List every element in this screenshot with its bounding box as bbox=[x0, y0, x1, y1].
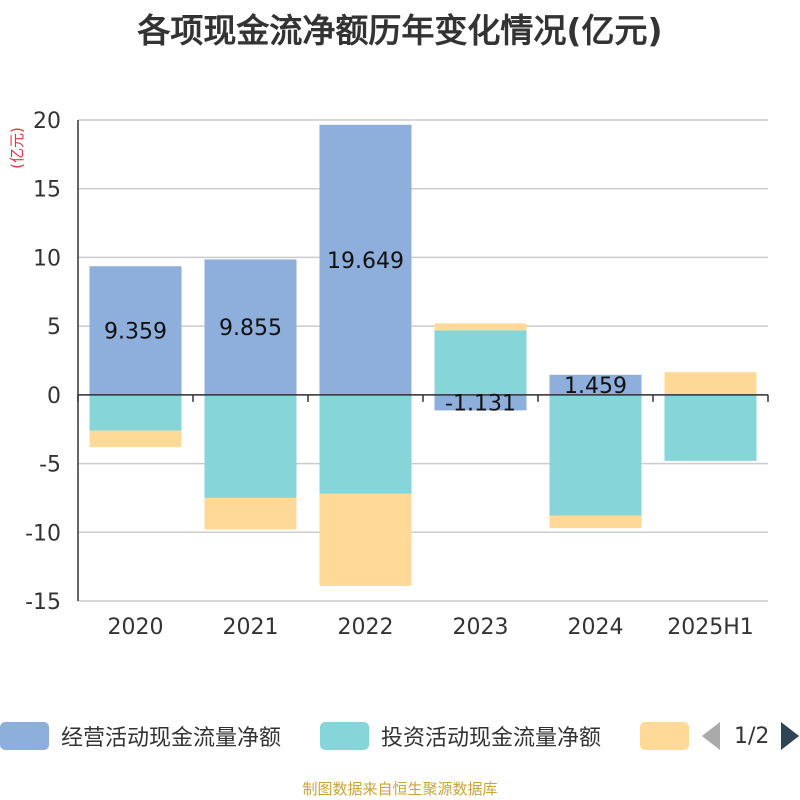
legend-pager: 1/2 bbox=[702, 716, 800, 756]
data-label: 9.359 bbox=[104, 320, 167, 345]
bar-financing bbox=[434, 323, 527, 331]
data-label: 1.459 bbox=[564, 374, 627, 399]
bar-financing bbox=[89, 430, 182, 448]
bar-operating bbox=[319, 124, 412, 395]
x-tick-label: 2023 bbox=[453, 615, 509, 640]
data-label: 9.855 bbox=[219, 316, 282, 341]
legend: 经营活动现金流量净额 投资活动现金流量净额 1/2 bbox=[0, 716, 800, 756]
bar-investing bbox=[89, 394, 182, 431]
bar-investing bbox=[204, 394, 297, 498]
data-label: -1.131 bbox=[445, 392, 516, 417]
bar-financing bbox=[549, 515, 642, 529]
y-tick-label: 0 bbox=[47, 384, 61, 409]
bar-financing bbox=[664, 372, 757, 395]
data-source-note: 制图数据来自恒生聚源数据库 bbox=[302, 780, 498, 798]
x-tick-label: 2021 bbox=[223, 615, 279, 640]
legend-label-operating: 经营活动现金流量净额 bbox=[61, 726, 282, 751]
chart-title: 各项现金流净额历年变化情况(亿元) bbox=[137, 11, 663, 50]
x-tick-label: 2024 bbox=[568, 615, 624, 640]
bar-investing bbox=[664, 394, 757, 461]
y-tick-label: 15 bbox=[33, 178, 61, 203]
legend-item-financing[interactable] bbox=[640, 716, 689, 756]
bar-financing bbox=[204, 497, 297, 530]
bar-operating bbox=[434, 394, 527, 411]
y-tick-label: -5 bbox=[39, 453, 61, 478]
bar-operating bbox=[204, 259, 297, 395]
legend-swatch-financing bbox=[640, 722, 689, 750]
x-tick-label: 2020 bbox=[108, 615, 164, 640]
legend-swatch-operating bbox=[0, 722, 49, 750]
data-label: 19.649 bbox=[327, 249, 404, 274]
bar-investing bbox=[549, 394, 642, 516]
y-axis-unit-label: (亿元) bbox=[8, 127, 26, 169]
legend-item-investing[interactable]: 投资活动现金流量净额 bbox=[320, 716, 601, 756]
legend-label-investing: 投资活动现金流量净额 bbox=[381, 726, 602, 751]
bar-investing bbox=[319, 394, 412, 494]
x-tick-label: 2022 bbox=[338, 615, 394, 640]
legend-page-indicator: 1/2 bbox=[734, 723, 770, 749]
y-tick-label: 5 bbox=[47, 315, 61, 340]
bar-investing bbox=[434, 330, 527, 395]
y-tick-label: -10 bbox=[25, 521, 61, 546]
bar-operating bbox=[89, 266, 182, 395]
bar-operating bbox=[549, 374, 642, 395]
bar-financing bbox=[319, 493, 412, 586]
legend-item-operating[interactable]: 经营活动现金流量净额 bbox=[0, 716, 281, 756]
stacked-bar-chart: 20 15 10 5 0 -5 -10 -15 (亿元) 2020 2021 2022 2023 2024… bbox=[8, 109, 769, 640]
legend-swatch-investing bbox=[320, 722, 369, 750]
x-tick-label: 2025H1 bbox=[667, 615, 754, 640]
legend-next-arrow-icon[interactable] bbox=[781, 722, 800, 750]
legend-prev-arrow-icon[interactable] bbox=[702, 722, 720, 750]
y-tick-label: 20 bbox=[33, 109, 61, 134]
y-tick-label: -15 bbox=[25, 590, 61, 615]
y-tick-label: 10 bbox=[33, 246, 61, 271]
